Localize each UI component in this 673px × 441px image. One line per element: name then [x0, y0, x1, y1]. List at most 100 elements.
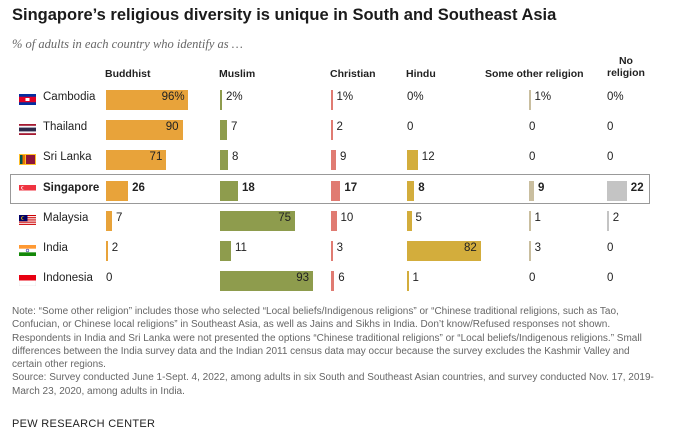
- value-label-india-other: 3: [534, 242, 542, 254]
- value-label-singapore-buddhist: 26: [132, 182, 145, 194]
- table-row-sri-lanka: Sri Lanka 71 8 9 12 0 0: [0, 147, 673, 175]
- country-label: Malaysia: [43, 212, 89, 224]
- bar-cambodia-buddhist: [106, 90, 188, 110]
- bar-indonesia-hindu: [407, 271, 409, 291]
- country-label: India: [43, 242, 68, 254]
- bar-india-other: [529, 241, 531, 261]
- flag-sri-lanka-icon: [19, 152, 36, 165]
- bar-indonesia-christian: [331, 271, 335, 291]
- bar-india-buddhist: [106, 241, 108, 261]
- table-row-cambodia: Cambodia 96% 2% 1% 0% 1% 0%: [0, 87, 673, 115]
- flag-malaysia-icon: [19, 213, 36, 226]
- value-label-sri-lanka-buddhist: 71: [149, 151, 163, 163]
- value-label-india-christian: 3: [336, 242, 344, 254]
- value-label-malaysia-other: 1: [534, 212, 541, 224]
- country-label: Sri Lanka: [43, 151, 92, 163]
- bar-malaysia-hindu: [407, 211, 412, 231]
- value-label-malaysia-muslim: 75: [278, 212, 291, 224]
- bar-sri-lanka-christian: [331, 150, 336, 170]
- value-label-india-none: 0: [607, 242, 614, 254]
- country-label: Singapore: [43, 182, 100, 194]
- value-label-thailand-none: 0: [607, 121, 614, 133]
- column-header-hindu: Hindu: [406, 68, 436, 80]
- column-header-other: Some other religion: [485, 68, 584, 80]
- value-label-sri-lanka-other: 0: [529, 151, 536, 163]
- chart-subtitle: % of adults in each country who identify…: [12, 37, 243, 51]
- table-row-thailand: Thailand 90 7 2 0 0 0: [0, 117, 673, 145]
- value-label-india-hindu: 82: [464, 242, 477, 254]
- table-row-malaysia: Malaysia 7 75 10 5 1 2: [0, 208, 673, 236]
- column-header-christian: Christian: [330, 68, 376, 80]
- bar-cambodia-other: [529, 90, 531, 110]
- table-row-india: India 2 11 3 82 3 0: [0, 238, 673, 266]
- value-label-india-buddhist: 2: [111, 242, 119, 254]
- value-label-india-muslim: 11: [235, 242, 247, 254]
- value-label-sri-lanka-none: 0: [607, 151, 614, 163]
- chart-title: Singapore’s religious diversity is uniqu…: [12, 6, 557, 24]
- flag-indonesia-icon: [18, 273, 37, 287]
- country-label: Thailand: [43, 121, 88, 133]
- bar-singapore-christian: [331, 181, 341, 201]
- value-label-thailand-hindu: 0: [407, 121, 414, 133]
- value-label-singapore-other: 9: [537, 182, 545, 194]
- bar-thailand-muslim: [220, 120, 227, 140]
- value-label-indonesia-hindu: 1: [412, 272, 419, 284]
- value-label-thailand-buddhist: 90: [165, 121, 179, 133]
- value-label-malaysia-none: 2: [612, 212, 620, 224]
- value-label-malaysia-christian: 10: [340, 212, 354, 224]
- value-label-malaysia-buddhist: 7: [115, 212, 123, 224]
- value-label-singapore-christian: 17: [344, 182, 358, 194]
- column-header-buddhist: Buddhist: [105, 68, 151, 80]
- bar-cambodia-muslim: [220, 90, 222, 110]
- value-label-thailand-christian: 2: [336, 121, 343, 133]
- value-label-singapore-none: 22: [630, 182, 644, 194]
- table-row-indonesia: Indonesia 0 93 6 1 0 0: [0, 268, 673, 296]
- bar-malaysia-other: [529, 211, 531, 231]
- country-label: Cambodia: [43, 91, 96, 103]
- value-label-cambodia-muslim: 2%: [226, 91, 243, 103]
- value-label-singapore-hindu: 8: [418, 182, 425, 194]
- value-label-indonesia-other: 0: [529, 272, 536, 284]
- bar-cambodia-christian: [331, 90, 333, 110]
- bar-malaysia-none: [607, 211, 609, 231]
- value-label-indonesia-christian: 6: [338, 272, 345, 284]
- bar-singapore-hindu: [407, 181, 415, 201]
- value-label-thailand-muslim: 7: [231, 121, 238, 133]
- footnote: Note: “Some other religion” includes tho…: [12, 305, 662, 398]
- value-label-sri-lanka-hindu: 12: [421, 151, 435, 163]
- bar-malaysia-christian: [331, 211, 337, 231]
- note-text: Note: “Some other religion” includes tho…: [12, 306, 642, 371]
- value-label-sri-lanka-christian: 9: [339, 151, 347, 163]
- bar-sri-lanka-muslim: [220, 150, 228, 170]
- bar-india-christian: [331, 241, 333, 261]
- bar-thailand-buddhist: [106, 120, 183, 140]
- flag-cambodia-icon: [19, 92, 36, 105]
- bar-singapore-none: [607, 181, 627, 201]
- value-label-malaysia-hindu: 5: [415, 212, 422, 224]
- source-text: Source: Survey conducted June 1-Sept. 4,…: [12, 372, 654, 397]
- value-label-sri-lanka-muslim: 8: [232, 151, 239, 163]
- bar-sri-lanka-buddhist: [106, 150, 167, 170]
- bar-malaysia-buddhist: [106, 211, 112, 231]
- value-label-thailand-other: 0: [529, 121, 536, 133]
- value-label-indonesia-none: 0: [607, 272, 614, 284]
- bar-india-hindu: [407, 241, 481, 261]
- value-label-indonesia-muslim: 93: [296, 272, 309, 284]
- bar-malaysia-muslim: [220, 211, 295, 231]
- value-label-cambodia-hindu: 0%: [407, 91, 424, 103]
- bar-indonesia-muslim: [220, 271, 313, 291]
- bar-sri-lanka-hindu: [407, 150, 418, 170]
- value-label-indonesia-buddhist: 0: [106, 272, 113, 284]
- bar-india-muslim: [220, 241, 231, 261]
- credit-line: PEW RESEARCH CENTER: [12, 418, 156, 430]
- column-header-muslim: Muslim: [219, 68, 256, 80]
- value-label-singapore-muslim: 18: [242, 182, 255, 194]
- flag-india-icon: [19, 243, 36, 256]
- bar-singapore-other: [529, 181, 534, 201]
- bar-singapore-buddhist: [106, 181, 129, 201]
- flag-thailand-icon: [19, 122, 36, 135]
- value-label-cambodia-none: 0%: [607, 91, 624, 103]
- table-row-singapore: Singapore 26 18 17 8 9 22: [0, 178, 673, 206]
- flag-singapore-icon: [19, 183, 36, 196]
- bar-thailand-christian: [331, 120, 333, 140]
